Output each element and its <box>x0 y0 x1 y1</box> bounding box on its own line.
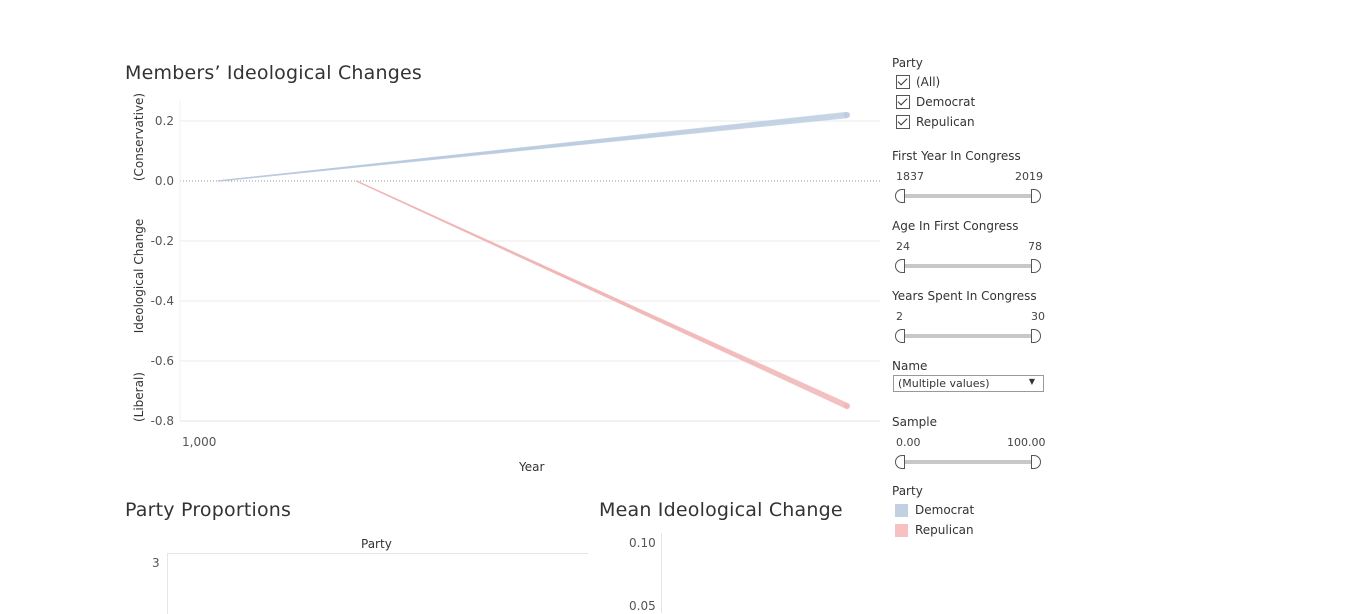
age-slider[interactable] <box>895 259 1041 273</box>
name-filter-title: Name <box>892 359 928 373</box>
mean-change-y-tick-partial: 0.05 <box>629 599 656 613</box>
years-filter-title: Years Spent In Congress <box>892 289 1037 303</box>
party-column-header: Party <box>361 537 392 551</box>
years-min: 2 <box>896 310 903 323</box>
sample-slider[interactable] <box>895 455 1041 469</box>
series-endpoint-democrat <box>844 112 850 118</box>
legend-item-repulican[interactable]: Repulican <box>895 523 974 537</box>
y-tick-label: 0.0 <box>155 174 174 188</box>
age-filter-title: Age In First Congress <box>892 219 1019 233</box>
legend-label: Repulican <box>915 523 974 537</box>
slider-max-handle[interactable] <box>1031 455 1041 469</box>
age-min: 24 <box>896 240 910 253</box>
x-axis-title: Year <box>519 460 545 474</box>
slider-max-handle[interactable] <box>1031 189 1041 203</box>
y-tick-label: -0.2 <box>151 234 174 248</box>
age-max: 78 <box>1028 240 1042 253</box>
legend-title: Party <box>892 484 923 498</box>
party-filter-title: Party <box>892 56 923 70</box>
checkbox-checked-icon[interactable] <box>896 75 910 89</box>
ideology-chart-title: Members’ Ideological Changes <box>125 62 423 84</box>
party-option-label: Repulican <box>916 115 975 129</box>
series-line-repulican <box>356 180 848 410</box>
sample-max: 100.00 <box>1007 436 1046 449</box>
legend-label: Democrat <box>915 503 975 517</box>
mean-change-y-tick-top: 0.10 <box>629 536 656 550</box>
checkbox-checked-icon[interactable] <box>896 115 910 129</box>
legend-swatch <box>895 503 908 517</box>
ideology-chart: 0.2 0.0 -0.2 -0.4 -0.6 -0.8 <box>151 100 880 428</box>
legend-swatch <box>895 523 908 537</box>
mean-change-plot-border <box>661 533 887 613</box>
party-proportions-title: Party Proportions <box>125 499 292 521</box>
x-tick-label: 1,000 <box>182 435 217 449</box>
y-tick-label: -0.4 <box>151 294 174 308</box>
party-option-repulican[interactable]: Repulican <box>896 114 975 130</box>
dropdown-arrow-icon[interactable]: ▼ <box>1028 377 1035 386</box>
legend-item-democrat[interactable]: Democrat <box>895 503 974 517</box>
first-year-slider[interactable] <box>895 189 1041 203</box>
slider-min-handle[interactable] <box>895 329 905 343</box>
first-year-max: 2019 <box>1015 170 1043 183</box>
mean-change-title: Mean Ideological Change <box>599 499 843 521</box>
name-dropdown[interactable]: (Multiple values) ▼ <box>893 375 1044 392</box>
slider-min-handle[interactable] <box>895 189 905 203</box>
series-line-democrat <box>217 117 848 182</box>
party-proportions-plot-border <box>167 553 588 614</box>
party-option-label: (All) <box>916 75 941 89</box>
y-tick-label: -0.8 <box>151 414 174 428</box>
years-slider[interactable] <box>895 329 1041 343</box>
party-option-label: Democrat <box>916 95 976 109</box>
first-year-filter-title: First Year In Congress <box>892 149 1021 163</box>
name-dropdown-value: (Multiple values) <box>898 377 990 390</box>
first-year-min: 1837 <box>896 170 924 183</box>
years-max: 30 <box>1031 310 1045 323</box>
checkbox-checked-icon[interactable] <box>896 95 910 109</box>
party-option-all[interactable]: (All) <box>896 74 940 90</box>
y-tick-label: -0.6 <box>151 354 174 368</box>
y-tick-label: 0.2 <box>155 114 174 128</box>
party-option-democrat[interactable]: Democrat <box>896 94 975 110</box>
series-endpoint-repulican <box>844 403 850 409</box>
party-proportions-y-tick: 3 <box>152 556 160 570</box>
slider-max-handle[interactable] <box>1031 329 1041 343</box>
sample-min: 0.00 <box>896 436 921 449</box>
slider-min-handle[interactable] <box>895 455 905 469</box>
sample-filter-title: Sample <box>892 415 937 429</box>
slider-min-handle[interactable] <box>895 259 905 273</box>
slider-max-handle[interactable] <box>1031 259 1041 273</box>
